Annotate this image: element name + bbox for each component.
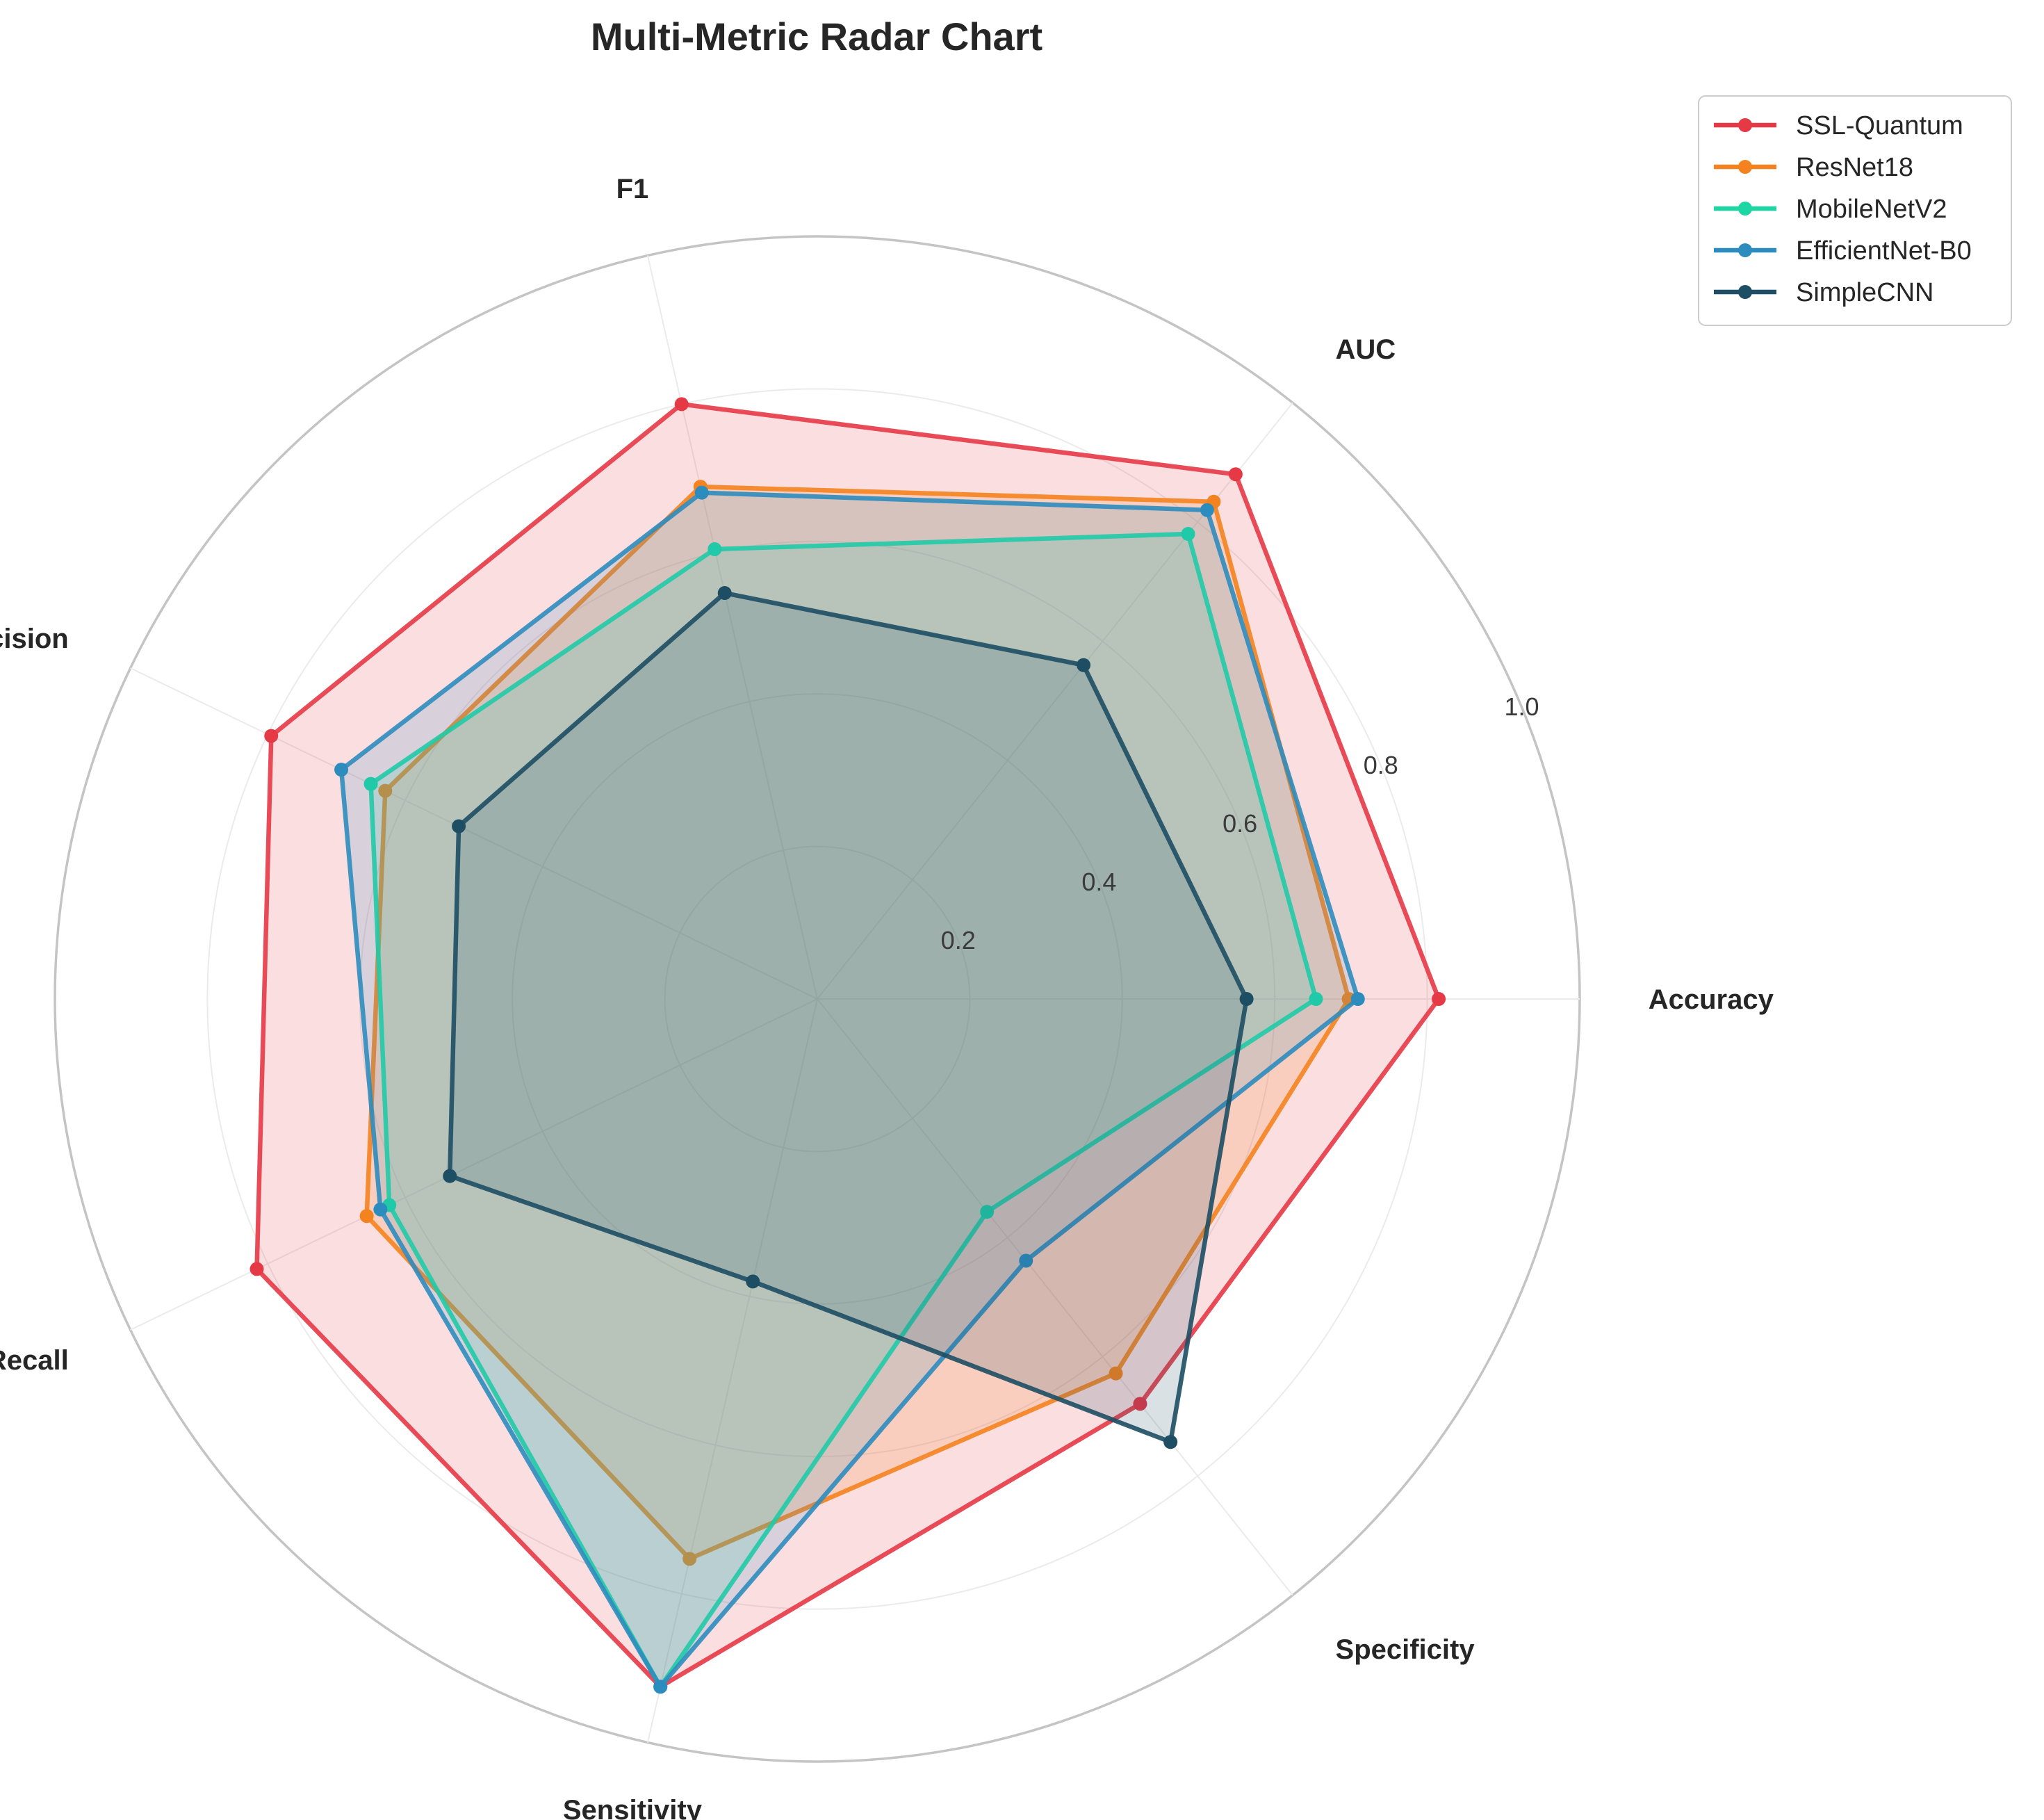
data-point bbox=[694, 485, 709, 500]
series-area bbox=[256, 404, 1439, 1687]
radar-spoke bbox=[130, 667, 818, 1000]
radial-tick-label: 0.8 bbox=[1364, 751, 1398, 779]
data-point bbox=[363, 777, 378, 791]
data-point bbox=[373, 1202, 388, 1217]
legend: SSL-Quantum ResNet18 MobileNetV2 EfficientN… bbox=[1698, 95, 2012, 326]
series-area bbox=[366, 487, 1349, 1559]
axis-label: Sensitivity bbox=[563, 1795, 703, 1820]
legend-marker bbox=[1738, 118, 1752, 132]
legend-box bbox=[1698, 95, 2012, 326]
legend-label: MobileNetV2 bbox=[1796, 195, 1947, 224]
data-point bbox=[1350, 992, 1365, 1006]
axis-label: F1 bbox=[616, 174, 649, 204]
legend-label: SimpleCNN bbox=[1796, 278, 1933, 307]
data-point bbox=[1077, 658, 1091, 672]
radar-series bbox=[250, 397, 1446, 1694]
legend-marker bbox=[1738, 202, 1752, 216]
data-point bbox=[1109, 1366, 1123, 1381]
radial-tick-labels: 0.2 0.4 0.6 0.8 1.0 bbox=[941, 692, 1539, 954]
axis-label: Recall bbox=[0, 1345, 69, 1376]
series-line bbox=[338, 490, 1361, 1689]
legend-label: EfficientNet-B0 bbox=[1796, 236, 1972, 266]
data-point bbox=[452, 819, 466, 834]
radar-grid bbox=[54, 235, 1581, 1763]
axis-labels: Accuracy AUC F1 Precision Recall Sensitivity S… bbox=[0, 174, 1774, 1820]
radial-tick-label: 0.2 bbox=[941, 926, 976, 954]
legend-marker bbox=[1738, 285, 1752, 299]
data-point bbox=[443, 1169, 457, 1183]
data-point bbox=[1228, 467, 1243, 482]
data-point bbox=[674, 397, 689, 412]
data-point bbox=[1239, 992, 1254, 1006]
data-point bbox=[1432, 992, 1446, 1006]
legend-label: SSL-Quantum bbox=[1796, 111, 1963, 140]
data-point bbox=[378, 783, 393, 798]
series-area bbox=[450, 593, 1247, 1443]
radar-spoke bbox=[646, 998, 818, 1743]
series-area bbox=[341, 492, 1358, 1687]
data-point bbox=[1133, 1397, 1147, 1411]
data-point bbox=[717, 586, 732, 601]
data-point bbox=[334, 763, 349, 777]
series-line bbox=[254, 402, 1441, 1689]
legend-label: ResNet18 bbox=[1796, 153, 1913, 182]
radial-tick-label: 0.6 bbox=[1223, 809, 1257, 838]
radial-tick-label: 0.4 bbox=[1081, 868, 1116, 896]
series-line bbox=[368, 531, 1318, 1689]
data-point bbox=[980, 1205, 995, 1219]
data-point bbox=[653, 1680, 668, 1694]
radar-spoke bbox=[646, 255, 818, 1000]
data-point bbox=[1181, 527, 1195, 542]
series-area bbox=[370, 534, 1316, 1687]
radar-spoke bbox=[817, 998, 1293, 1596]
radar-spoke bbox=[130, 998, 818, 1331]
data-point bbox=[264, 729, 279, 743]
data-point bbox=[359, 1209, 374, 1224]
data-point bbox=[1309, 992, 1323, 1006]
data-point bbox=[682, 1552, 697, 1566]
data-point bbox=[1019, 1253, 1033, 1268]
legend-marker bbox=[1738, 160, 1752, 174]
series-line bbox=[447, 590, 1249, 1445]
data-point bbox=[746, 1274, 760, 1289]
axis-label: AUC bbox=[1336, 334, 1396, 365]
legend-marker bbox=[1738, 243, 1752, 257]
axis-label: Specificity bbox=[1336, 1634, 1475, 1665]
series-line bbox=[364, 484, 1351, 1561]
data-point bbox=[708, 542, 722, 556]
data-point bbox=[250, 1262, 264, 1276]
chart-title: Multi-Metric Radar Chart bbox=[591, 15, 1043, 58]
axis-label: Precision bbox=[0, 624, 69, 654]
axis-label: Accuracy bbox=[1649, 984, 1774, 1015]
data-point bbox=[1163, 1435, 1178, 1449]
data-point bbox=[1200, 503, 1214, 517]
radial-tick-label: 1.0 bbox=[1504, 692, 1539, 721]
